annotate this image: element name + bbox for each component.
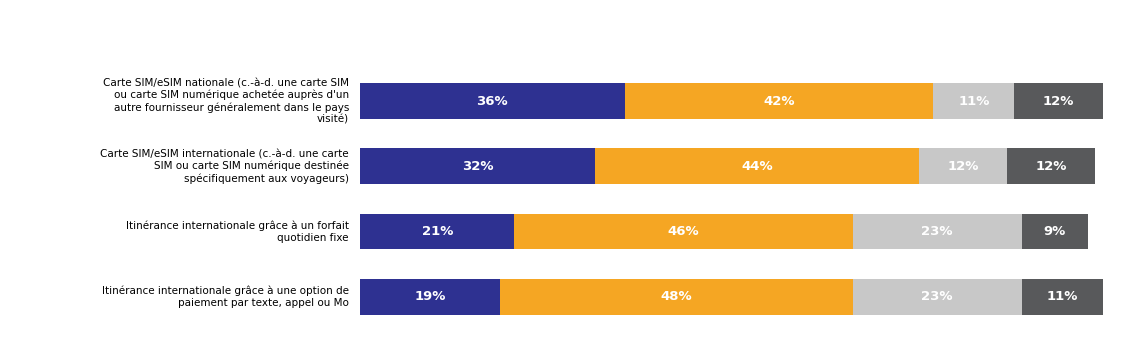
Bar: [1022, 214, 1088, 249]
Bar: [624, 83, 934, 119]
Bar: [919, 149, 1007, 184]
Text: 12%: 12%: [1035, 160, 1066, 173]
Text: 12%: 12%: [947, 160, 979, 173]
Bar: [1015, 83, 1102, 119]
Bar: [853, 279, 1022, 315]
Bar: [360, 279, 500, 315]
Bar: [514, 214, 853, 249]
Bar: [360, 214, 514, 249]
Text: 12%: 12%: [1043, 95, 1074, 108]
Text: 48%: 48%: [660, 290, 692, 303]
Text: 36%: 36%: [477, 95, 508, 108]
Text: 9%: 9%: [1044, 225, 1065, 238]
Text: 11%: 11%: [958, 95, 990, 108]
Text: 11%: 11%: [1046, 290, 1078, 303]
Bar: [853, 214, 1022, 249]
Text: 19%: 19%: [414, 290, 446, 303]
Bar: [595, 149, 919, 184]
Text: 46%: 46%: [667, 225, 700, 238]
Text: 42%: 42%: [763, 95, 794, 108]
Bar: [360, 83, 624, 119]
Text: 23%: 23%: [921, 290, 953, 303]
Bar: [360, 149, 595, 184]
Text: 21%: 21%: [422, 225, 453, 238]
Text: 32%: 32%: [462, 160, 494, 173]
Bar: [934, 83, 1015, 119]
Bar: [1007, 149, 1095, 184]
Text: 23%: 23%: [921, 225, 953, 238]
Text: 44%: 44%: [741, 160, 773, 173]
Bar: [1022, 279, 1102, 315]
Bar: [500, 279, 853, 315]
